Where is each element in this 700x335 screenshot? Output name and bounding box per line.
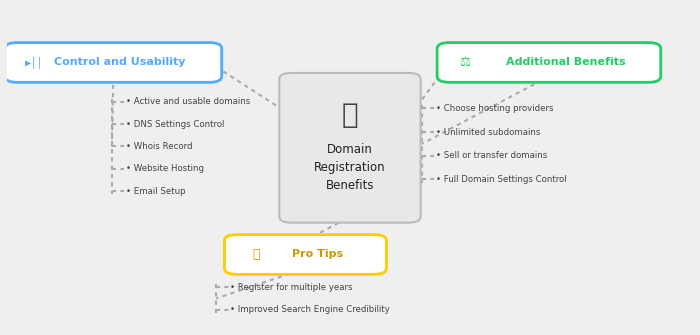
Text: • Choose hosting providers: • Choose hosting providers <box>435 104 553 113</box>
Text: 👥: 👥 <box>252 248 260 261</box>
Text: • Improved Search Engine Credibility: • Improved Search Engine Credibility <box>230 305 390 314</box>
Text: Control and Usability: Control and Usability <box>55 57 186 67</box>
Text: ⚖: ⚖ <box>459 56 470 69</box>
Text: • Email Setup: • Email Setup <box>126 187 186 196</box>
FancyBboxPatch shape <box>5 43 222 82</box>
Text: • Register for multiple years: • Register for multiple years <box>230 283 353 292</box>
Text: ▶││: ▶││ <box>25 57 44 68</box>
Text: Additional Benefits: Additional Benefits <box>506 57 626 67</box>
Text: • DNS Settings Control: • DNS Settings Control <box>126 120 224 129</box>
FancyBboxPatch shape <box>225 234 386 274</box>
Text: • Website Hosting: • Website Hosting <box>126 164 204 173</box>
Text: Domain
Registration
Benefits: Domain Registration Benefits <box>314 143 386 192</box>
FancyBboxPatch shape <box>437 43 661 82</box>
Text: • Full Domain Settings Control: • Full Domain Settings Control <box>435 175 566 184</box>
Text: • Unlimited subdomains: • Unlimited subdomains <box>435 128 540 137</box>
Text: Pro Tips: Pro Tips <box>292 250 343 260</box>
Text: 𝓭: 𝓭 <box>342 101 358 129</box>
Text: • Active and usable domains: • Active and usable domains <box>126 97 250 106</box>
FancyBboxPatch shape <box>279 73 421 223</box>
Text: • Whois Record: • Whois Record <box>126 142 192 151</box>
Text: • Sell or transfer domains: • Sell or transfer domains <box>435 151 547 160</box>
